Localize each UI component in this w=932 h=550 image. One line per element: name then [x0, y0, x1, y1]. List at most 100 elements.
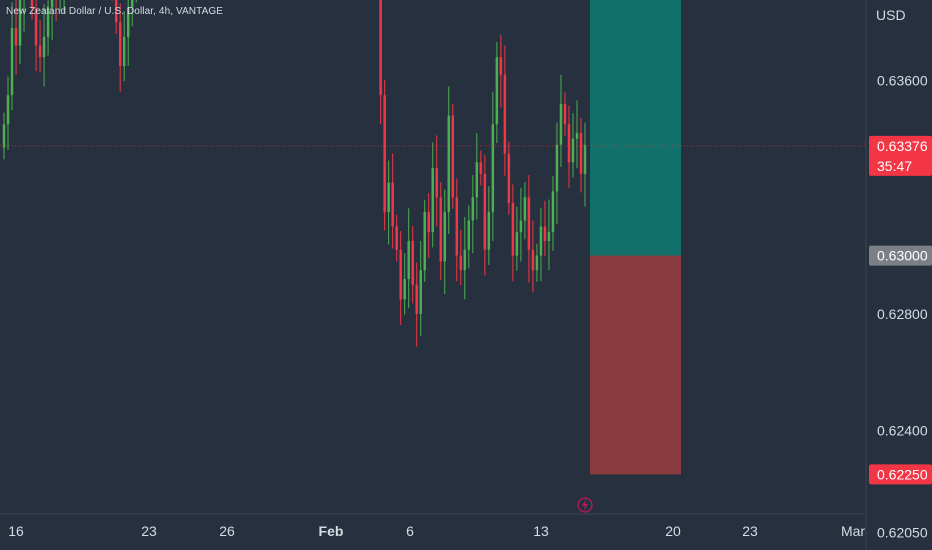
candle-body: [114, 0, 118, 23]
candle-body: [126, 7, 130, 37]
candle-body: [531, 249, 535, 271]
candle: [130, 0, 134, 27]
candle-body: [479, 162, 483, 174]
candle-body: [511, 203, 515, 256]
candle-body: [471, 197, 475, 221]
candle-body: [459, 255, 463, 271]
candle-body: [38, 45, 42, 58]
candle: [395, 214, 398, 262]
candle: [531, 220, 535, 293]
candle-body: [407, 240, 410, 279]
time-tick-label: 23: [742, 523, 758, 539]
candle: [419, 240, 422, 337]
candle: [451, 103, 455, 209]
candle-body: [10, 28, 14, 96]
candle-body: [443, 211, 447, 262]
candle: [559, 74, 563, 167]
candle-body: [42, 36, 46, 58]
candle-body: [555, 144, 559, 192]
candle-body: [559, 103, 563, 145]
entry-price-tag-label: 0.63000: [877, 248, 928, 264]
candle: [567, 105, 571, 188]
candle-body: [583, 144, 587, 174]
candle: [551, 176, 555, 251]
time-tick-label: Feb: [319, 523, 344, 539]
candle: [30, 0, 34, 20]
candle: [571, 113, 575, 178]
candlesticks: [2, 0, 587, 347]
candle-body: [50, 0, 54, 8]
candle: [23, 0, 25, 32]
candle: [503, 45, 507, 176]
time-tick-label: 13: [533, 523, 549, 539]
time-tick-label: 23: [141, 523, 157, 539]
candle-body: [419, 270, 422, 314]
candle: [443, 189, 447, 295]
currency-label: USD: [876, 7, 906, 23]
candle-body: [451, 115, 455, 198]
candle-body: [30, 0, 34, 8]
time-axis: 16 23 26 Feb 6 13 20 23 Mar: [8, 523, 865, 539]
current-price-tag-label: 0.63376: [877, 138, 928, 154]
candle: [427, 193, 430, 258]
candle: [415, 262, 418, 347]
candle: [63, 0, 65, 13]
candle: [10, 2, 14, 111]
candle-body: [431, 168, 434, 233]
candle: [126, 0, 130, 66]
candle: [50, 0, 54, 41]
candle: [527, 175, 531, 283]
candle: [515, 206, 519, 271]
candle-body: [567, 124, 571, 163]
candle: [563, 92, 567, 136]
candle-body: [463, 249, 467, 271]
lightning-icon[interactable]: [577, 497, 593, 513]
candle-body: [475, 162, 479, 198]
candle-body: [411, 240, 414, 285]
candle-body: [503, 74, 507, 154]
candle: [387, 160, 390, 245]
candle-body: [455, 197, 459, 256]
candle: [435, 135, 438, 227]
candle: [403, 253, 406, 315]
candle: [499, 35, 503, 108]
candle: [391, 153, 394, 249]
price-tick-label: 0.62800: [877, 306, 928, 322]
candle-body: [18, 0, 22, 46]
candle-body: [499, 57, 503, 75]
candle: [399, 231, 402, 326]
candle: [547, 199, 551, 271]
stop-price-tag-label: 0.62250: [877, 466, 928, 482]
candle: [471, 175, 475, 254]
candle: [459, 229, 463, 286]
time-tick-label: Mar: [841, 523, 865, 539]
candle-body: [118, 22, 122, 66]
candle: [38, 19, 42, 73]
candle-body: [6, 95, 10, 125]
candle: [575, 100, 579, 169]
candle: [46, 0, 50, 56]
candle-body: [46, 7, 50, 37]
candle-body: [423, 211, 426, 271]
candle: [491, 91, 495, 241]
candle: [18, 0, 22, 65]
time-tick-label: 20: [665, 523, 681, 539]
candle: [555, 122, 559, 225]
candle-body: [579, 133, 583, 174]
candle: [59, 0, 61, 11]
position-zones: [590, 0, 681, 475]
candle: [114, 0, 118, 34]
candle: [507, 141, 511, 215]
time-tick-label: 16: [8, 523, 24, 539]
candle-body: [2, 124, 6, 148]
candle-body: [547, 232, 551, 241]
candle-body: [435, 168, 438, 198]
current-price-tag-bg: [869, 135, 932, 176]
candle-body: [439, 197, 442, 262]
candle-body: [571, 138, 575, 163]
candle-body: [563, 103, 567, 125]
